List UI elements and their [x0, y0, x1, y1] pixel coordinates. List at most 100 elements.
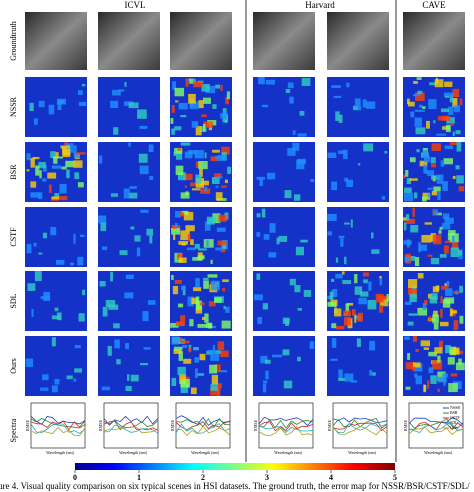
error-patch — [422, 192, 431, 200]
error-patch — [77, 182, 84, 188]
error-patch — [436, 174, 444, 184]
error-patch — [101, 386, 111, 391]
error-patch — [53, 156, 58, 164]
error-patch — [214, 297, 222, 303]
colorbar-tick-label: 3 — [265, 473, 269, 482]
error-patch — [176, 149, 183, 160]
legend-label: Ours — [450, 425, 458, 430]
error-patch — [175, 165, 184, 176]
error-patch — [81, 83, 86, 87]
error-patch — [30, 192, 40, 198]
error-patch — [110, 100, 119, 108]
groundtruth-image — [403, 12, 465, 70]
error-patch — [170, 117, 174, 124]
error-patch — [170, 322, 179, 328]
error-patch — [202, 277, 209, 281]
error-patch — [327, 231, 332, 236]
error-patch — [452, 131, 455, 137]
error-patch — [452, 175, 456, 179]
error-patch — [220, 350, 229, 358]
error-patch — [99, 281, 106, 287]
error-patch — [412, 207, 415, 218]
error-patch — [223, 305, 226, 310]
error-patch — [459, 98, 463, 106]
error-patch — [195, 296, 200, 306]
error-patch — [220, 84, 223, 92]
error-patch — [31, 308, 34, 317]
error-patch — [416, 77, 422, 80]
error-patch — [455, 130, 461, 135]
error-patch — [33, 242, 37, 247]
error-patch — [331, 338, 337, 348]
error-patch — [174, 147, 183, 154]
error-patch — [171, 105, 175, 113]
legend-label: CSTF — [450, 415, 460, 420]
error-patch — [182, 210, 188, 215]
error-patch — [413, 336, 418, 342]
error-patch — [404, 187, 412, 193]
error-patch — [215, 247, 222, 251]
error-patch — [417, 273, 424, 279]
error-patch — [346, 82, 350, 88]
error-patch — [59, 183, 67, 194]
error-patch — [421, 234, 432, 243]
error-patch — [459, 315, 464, 324]
error-patch — [449, 94, 454, 103]
error-patch — [208, 301, 216, 307]
error-patch — [77, 256, 84, 266]
error-patch — [429, 296, 438, 304]
error-patch — [224, 119, 228, 124]
error-patch — [217, 370, 228, 373]
error-patch — [437, 388, 440, 393]
error-patch — [300, 239, 308, 243]
error-patch — [415, 375, 422, 385]
row-label: Groundtruth — [9, 21, 18, 61]
error-patch — [198, 248, 207, 251]
error-patch — [335, 111, 340, 121]
error-patch — [438, 376, 447, 383]
error-patch — [379, 276, 382, 279]
error-patch — [216, 176, 223, 179]
spectra-x-label: Wavelength (nm) — [348, 450, 376, 455]
error-patch — [331, 181, 338, 191]
error-patch — [27, 283, 36, 291]
error-patch — [38, 192, 43, 200]
error-patch — [292, 130, 296, 135]
error-patch — [79, 234, 85, 238]
spectra-y-label: RMSE — [25, 420, 30, 431]
error-patch — [331, 85, 341, 88]
row-label: SDL — [9, 293, 18, 308]
error-patch — [123, 188, 130, 199]
error-patch — [73, 233, 76, 244]
error-patch — [437, 371, 446, 382]
error-patch — [327, 152, 337, 159]
error-patch — [442, 115, 451, 121]
error-patch — [254, 294, 263, 301]
error-patch — [130, 374, 139, 382]
error-patch — [369, 370, 373, 376]
error-patch — [195, 368, 198, 378]
error-patch — [222, 288, 226, 292]
error-patch — [221, 320, 231, 329]
error-patch — [333, 95, 342, 98]
error-patch — [433, 310, 438, 317]
error-patch — [50, 151, 56, 159]
error-patch — [128, 192, 138, 199]
error-patch — [458, 250, 462, 256]
error-patch — [354, 286, 363, 295]
error-patch — [185, 225, 195, 232]
error-patch — [39, 170, 42, 179]
spectra-x-label: Wavelength (nm) — [424, 450, 452, 455]
error-patch — [210, 156, 219, 162]
error-patch — [66, 143, 74, 153]
error-patch — [74, 172, 80, 180]
error-patch — [125, 342, 130, 350]
error-patch — [180, 379, 190, 388]
error-map — [25, 77, 87, 137]
spectra-plot — [103, 402, 159, 449]
error-patch — [176, 253, 183, 261]
error-patch — [217, 240, 227, 246]
error-patch — [428, 316, 432, 321]
error-patch — [427, 317, 436, 322]
error-patch — [413, 94, 421, 97]
